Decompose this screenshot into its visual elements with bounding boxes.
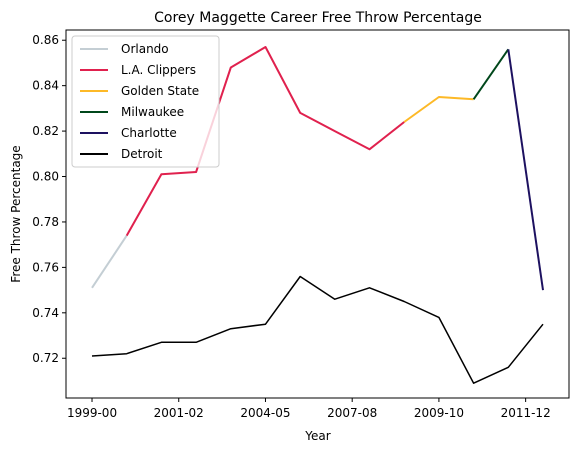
x-tick-label: 2009-10 (414, 406, 464, 420)
legend-label: Charlotte (121, 126, 177, 140)
plot-frame (65, 29, 570, 399)
series-line-charlotte (507, 49, 544, 291)
legend-label: Orlando (121, 42, 169, 56)
y-tick-label: 0.78 (32, 215, 59, 229)
x-tick-label: 1999-00 (67, 406, 117, 420)
x-tick-label: 2007-08 (327, 406, 377, 420)
series-line-milwaukee (472, 48, 510, 100)
x-tick-label: 2004-05 (240, 406, 290, 420)
legend: Orlando L.A. Clippers Golden State Milwauke… (71, 35, 220, 168)
legend-label: Golden State (121, 84, 199, 98)
series-line-detroit (91, 275, 544, 384)
x-tick-label: 2001-02 (154, 406, 204, 420)
y-tick-label: 0.72 (32, 351, 59, 365)
series-line-l-a-clippers (125, 46, 405, 237)
x-axis-ticks: 1999-00 2001-02 2004-05 2007-08 2009-10 2011-… (67, 398, 551, 420)
series-line-orlando (91, 235, 128, 289)
plot-lines (91, 46, 544, 384)
y-tick-label: 0.82 (32, 124, 59, 138)
y-tick-label: 0.80 (32, 170, 59, 184)
legend-label: Detroit (121, 147, 163, 161)
y-axis-label: Free Throw Percentage (9, 145, 23, 282)
x-axis-label: Year (304, 429, 330, 443)
legend-label: L.A. Clippers (121, 63, 196, 77)
y-tick-label: 0.74 (32, 306, 59, 320)
y-tick-label: 0.84 (32, 79, 59, 93)
series-line-golden-state (403, 96, 474, 123)
y-tick-label: 0.86 (32, 33, 59, 47)
legend-box (71, 35, 220, 168)
x-tick-label: 2011-12 (501, 406, 551, 420)
chart-title: Corey Maggette Career Free Throw Percent… (154, 10, 482, 26)
y-tick-label: 0.76 (32, 260, 59, 274)
legend-label: Milwaukee (121, 105, 184, 119)
y-axis-ticks: 0.72 0.74 0.76 0.78 0.80 0.82 0.84 0.86 (32, 33, 66, 365)
